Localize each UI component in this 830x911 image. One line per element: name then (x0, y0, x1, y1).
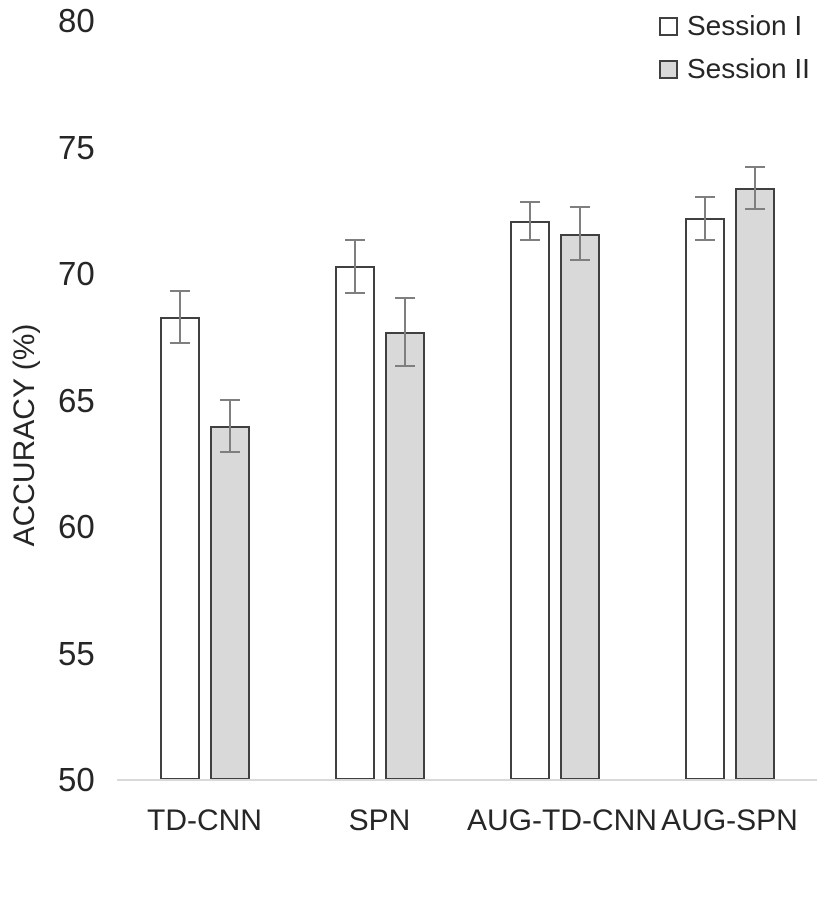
error-bar-cap (169, 289, 190, 292)
bar-session-i-td-cnn (159, 317, 200, 780)
error-bar-session-ii-td-cnn (228, 400, 231, 452)
y-tick-label-70: 70 (58, 255, 95, 292)
error-bar-session-ii-aug-spn (753, 167, 756, 209)
error-bar-cap (744, 208, 765, 211)
error-bar-cap (694, 238, 715, 241)
y-tick-label-60: 60 (58, 508, 95, 545)
bar-session-i-aug-td-cnn (509, 220, 550, 780)
y-tick-label-80: 80 (58, 2, 95, 39)
legend-item-session-ii: Session II (659, 51, 810, 87)
error-bar-cap (519, 201, 540, 204)
legend-swatch-icon (659, 16, 678, 36)
legend-item-session-i: Session I (659, 8, 810, 44)
x-category-label-aug-td-cnn: AUG-TD-CNN (467, 804, 657, 837)
x-category-label-td-cnn: TD-CNN (147, 804, 262, 837)
y-tick-label-50: 50 (58, 761, 95, 798)
legend-label: Session II (687, 53, 810, 84)
error-bar-cap (519, 238, 540, 241)
error-bar-session-i-spn (353, 241, 356, 292)
error-bar-cap (219, 398, 240, 401)
bar-session-ii-aug-spn (734, 187, 775, 780)
x-category-label-aug-spn: AUG-SPN (661, 804, 798, 837)
y-axis-title: ACCURACY (%) (8, 323, 41, 547)
bar-session-ii-spn (384, 332, 425, 780)
error-bar-cap (394, 297, 415, 300)
error-bar-cap (219, 451, 240, 454)
bar-session-i-spn (334, 266, 375, 780)
error-bar-cap (344, 239, 365, 242)
y-tick-label-55: 55 (58, 634, 95, 672)
x-category-label-spn: SPN (348, 804, 411, 837)
x-axis-line (117, 779, 817, 781)
legend-swatch-icon (659, 59, 678, 79)
error-bar-session-ii-spn (403, 299, 406, 366)
bar-session-ii-aug-td-cnn (559, 233, 600, 780)
y-tick-label-65: 65 (58, 381, 95, 419)
error-bar-session-i-aug-td-cnn (528, 203, 531, 239)
chart-legend: Session I Session II (659, 8, 810, 87)
error-bar-cap (344, 291, 365, 294)
error-bar-cap (394, 365, 415, 368)
bar-session-ii-td-cnn (209, 425, 250, 780)
legend-label: Session I (687, 10, 803, 41)
error-bar-session-i-td-cnn (178, 291, 181, 343)
error-bar-cap (694, 196, 715, 199)
error-bar-cap (744, 165, 765, 168)
y-tick-label-75: 75 (58, 128, 95, 166)
error-bar-cap (569, 206, 590, 209)
error-bar-cap (169, 342, 190, 345)
bar-session-i-aug-spn (684, 218, 725, 780)
error-bar-session-ii-aug-td-cnn (578, 208, 581, 259)
error-bar-session-i-aug-spn (703, 198, 706, 239)
error-bar-cap (569, 258, 590, 261)
